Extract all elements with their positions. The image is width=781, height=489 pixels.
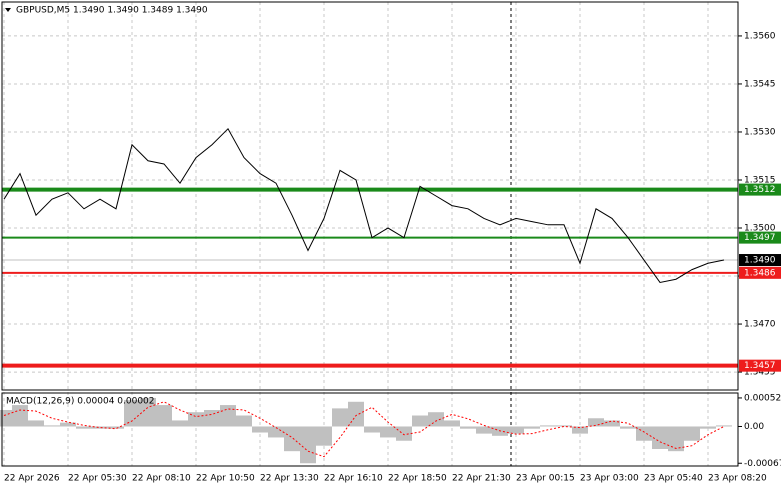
macd-bar xyxy=(188,412,204,427)
macd-bar xyxy=(60,422,76,427)
x-tick-label: 23 Apr 00:15 xyxy=(516,474,575,484)
y-tick-label: 1.3530 xyxy=(744,127,776,137)
x-tick-label: 22 Apr 21:30 xyxy=(452,474,511,484)
macd-bar xyxy=(172,420,188,427)
current-price-label: 1.3490 xyxy=(744,256,776,266)
macd-bar xyxy=(572,426,588,434)
macd-bar xyxy=(332,408,348,427)
macd-bar xyxy=(220,405,236,427)
x-tick-label: 22 Apr 13:30 xyxy=(260,474,319,484)
y-tick-label: 1.3455 xyxy=(744,368,776,378)
macd-bar xyxy=(508,426,524,434)
macd-panel-frame xyxy=(1,392,739,467)
current-price-box xyxy=(739,254,781,267)
level-label: 1.3486 xyxy=(744,268,776,278)
x-tick-label: 22 Apr 10:50 xyxy=(196,474,255,484)
axis: 22 Apr 2026 22 Apr 05:30 22 Apr 08:10 22 Ap… xyxy=(4,31,781,484)
macd-title: MACD(12,26,9) 0.00004 0.00002 xyxy=(6,397,155,407)
level-label-box xyxy=(739,266,781,279)
macd-bar xyxy=(284,426,300,452)
price-line xyxy=(3,127,725,283)
macd-bar xyxy=(668,426,684,452)
macd-bar xyxy=(524,426,540,429)
y-tick-label: -0.00067 xyxy=(744,459,781,469)
macd-bar xyxy=(300,426,316,464)
macd-bar xyxy=(92,426,108,429)
x-tick-label: 22 Apr 2026 xyxy=(4,474,60,484)
level-label: 1.3512 xyxy=(744,185,776,195)
y-tick-label: 1.3500 xyxy=(744,224,776,234)
macd-bar xyxy=(556,425,572,427)
x-tick-label: 22 Apr 16:10 xyxy=(324,474,383,484)
macd-bar xyxy=(588,418,604,427)
grid xyxy=(2,2,738,466)
chart-title: GBPUSD,M5 1.3490 1.3490 1.3489 1.3490 xyxy=(16,6,208,16)
x-tick-label: 23 Apr 05:40 xyxy=(644,474,703,484)
x-tick-label: 23 Apr 08:20 xyxy=(708,474,767,484)
macd-bar xyxy=(652,426,668,449)
macd-bar xyxy=(684,426,700,441)
macd-bar xyxy=(700,426,716,429)
y-tick-label: 1.3515 xyxy=(744,175,776,185)
macd-bar xyxy=(540,425,556,427)
macd-bar xyxy=(444,420,460,427)
x-tick-label: 22 Apr 18:50 xyxy=(388,474,447,484)
macd-bar xyxy=(316,426,332,446)
signal-line xyxy=(3,401,725,458)
x-tick-label: 23 Apr 03:00 xyxy=(580,474,639,484)
macd-bar xyxy=(716,425,732,427)
macd-bar xyxy=(140,397,156,427)
macd-bar xyxy=(460,426,476,429)
level-label: 1.3497 xyxy=(744,233,776,243)
plot xyxy=(0,127,738,464)
y-tick-label: 1.3545 xyxy=(744,79,776,89)
macd-bar xyxy=(396,426,412,441)
macd-bar xyxy=(236,415,252,427)
level-label-box xyxy=(739,231,781,244)
macd-bar xyxy=(412,415,428,427)
macd-bar xyxy=(156,405,172,427)
macd-bar xyxy=(12,405,28,427)
macd-bar xyxy=(620,426,636,429)
macd-bar xyxy=(348,401,364,427)
level-label-box xyxy=(739,183,781,196)
macd-bar xyxy=(28,420,44,427)
macd-bar xyxy=(364,426,380,433)
macd-bar xyxy=(204,410,220,427)
macd-bar xyxy=(476,426,492,434)
price-panel-frame xyxy=(1,1,739,391)
y-tick-label: 0.00 xyxy=(744,422,764,432)
macd-bar xyxy=(76,426,92,429)
macd-bar xyxy=(636,426,652,441)
x-tick-label: 22 Apr 05:30 xyxy=(68,474,127,484)
macd-bar xyxy=(108,426,124,429)
macd-bar xyxy=(124,400,140,427)
macd-bar xyxy=(428,412,444,427)
macd-bar xyxy=(268,426,284,438)
level-label-box xyxy=(739,359,781,372)
y-tick-label: 0.00052 xyxy=(744,393,781,403)
macd-bar xyxy=(604,420,620,427)
y-tick-label: 1.3470 xyxy=(744,320,776,330)
menu-arrow xyxy=(5,8,11,12)
macd-bar xyxy=(252,426,268,433)
y-tick-label: 1.3560 xyxy=(744,31,776,41)
macd-bar xyxy=(380,426,396,438)
level-label: 1.3457 xyxy=(744,361,776,371)
x-tick-label: 22 Apr 08:10 xyxy=(132,474,191,484)
macd-bar xyxy=(44,425,60,427)
